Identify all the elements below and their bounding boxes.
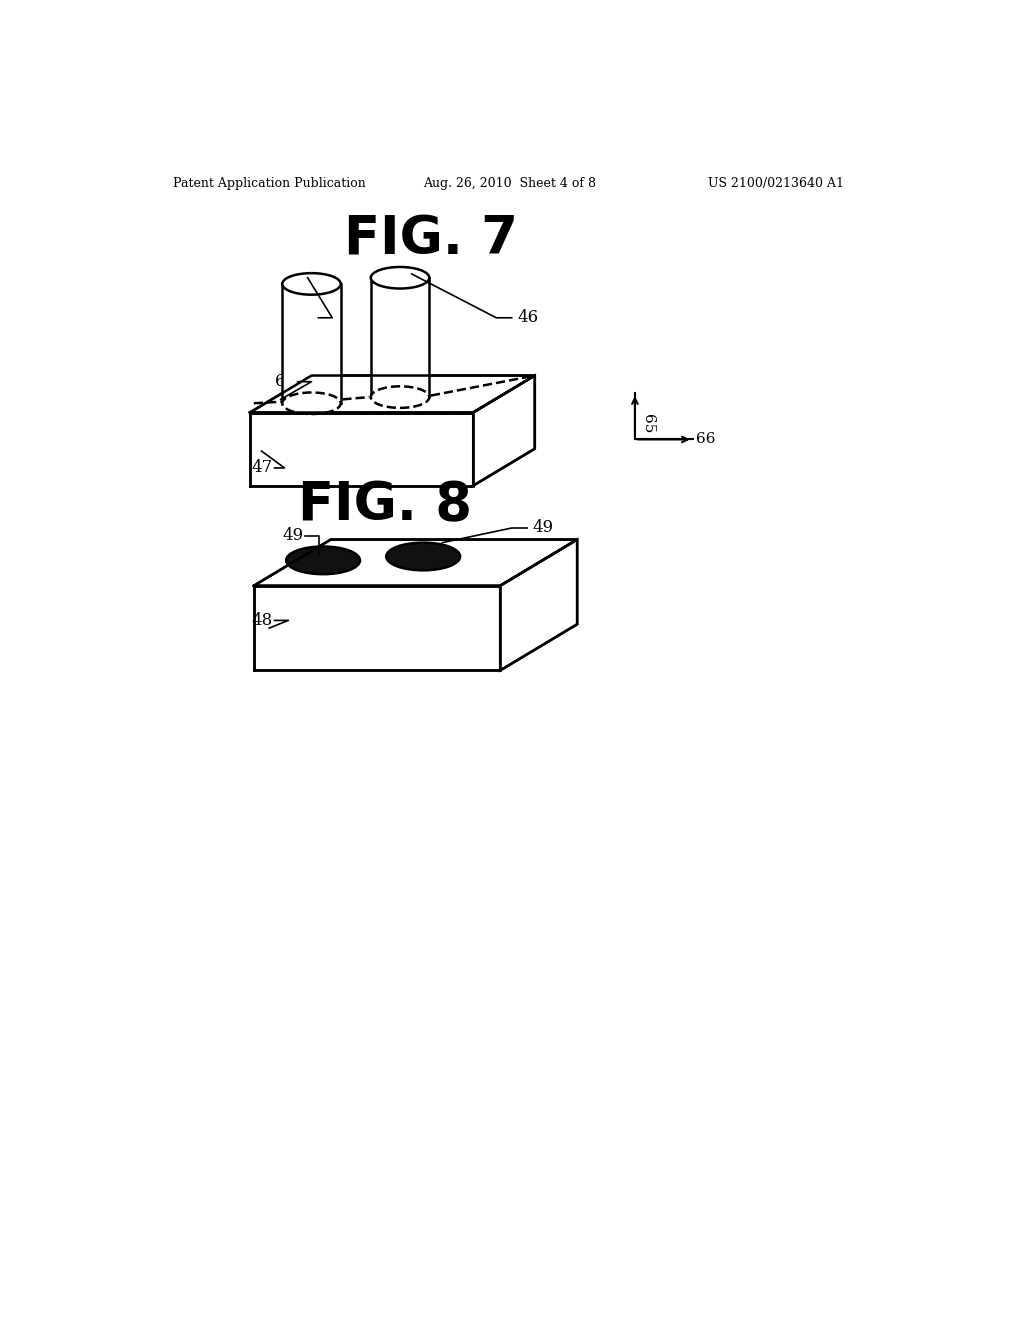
- Text: 63: 63: [275, 374, 296, 391]
- Text: 46: 46: [517, 309, 539, 326]
- Polygon shape: [254, 586, 500, 671]
- Ellipse shape: [386, 543, 460, 570]
- Ellipse shape: [283, 392, 341, 414]
- Polygon shape: [283, 284, 341, 404]
- Polygon shape: [371, 277, 429, 397]
- Ellipse shape: [371, 387, 429, 408]
- Text: 49: 49: [283, 527, 304, 544]
- Polygon shape: [250, 412, 473, 486]
- Ellipse shape: [283, 273, 341, 294]
- Text: 66: 66: [695, 433, 715, 446]
- Text: US 2100/0213640 A1: US 2100/0213640 A1: [708, 177, 844, 190]
- Polygon shape: [473, 376, 535, 486]
- Text: 46: 46: [296, 309, 316, 326]
- Text: Aug. 26, 2010  Sheet 4 of 8: Aug. 26, 2010 Sheet 4 of 8: [423, 177, 596, 190]
- Text: 65: 65: [641, 414, 655, 434]
- Text: FIG. 7: FIG. 7: [344, 214, 518, 265]
- Text: 47: 47: [252, 459, 273, 477]
- Text: FIG. 8: FIG. 8: [298, 479, 472, 531]
- Ellipse shape: [371, 267, 429, 289]
- Text: Patent Application Publication: Patent Application Publication: [173, 177, 366, 190]
- Polygon shape: [254, 540, 578, 586]
- Ellipse shape: [286, 546, 360, 574]
- Polygon shape: [250, 376, 535, 412]
- Polygon shape: [500, 540, 578, 671]
- Text: 48: 48: [252, 612, 273, 628]
- Text: 49: 49: [532, 520, 554, 536]
